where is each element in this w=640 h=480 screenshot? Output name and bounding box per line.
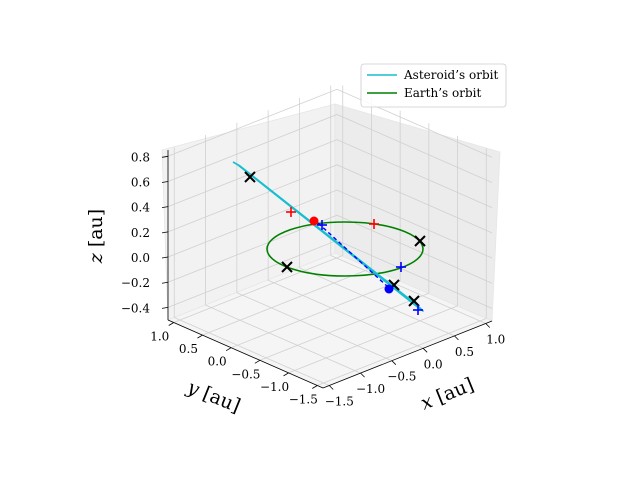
z-tick-label-3: 0.2 bbox=[131, 226, 150, 240]
z-tick-3 bbox=[161, 231, 169, 234]
asteroid-orbit-line bbox=[232, 161, 424, 312]
x-tick-2 bbox=[391, 360, 397, 365]
blue-plus-marker-1 bbox=[396, 262, 406, 272]
legend-earth-label: Earth’s orbit bbox=[404, 86, 481, 100]
y-tick-label-1: −1.0 bbox=[260, 380, 289, 394]
x-axis-unit: [au] bbox=[428, 374, 477, 411]
x-tick-label-2: −0.5 bbox=[387, 370, 416, 384]
grid-z-5 bbox=[167, 114, 493, 183]
z-tick-5 bbox=[161, 181, 169, 183]
grid-floor-y-4 bbox=[202, 267, 372, 336]
blue-plus-marker-2 bbox=[413, 305, 423, 315]
legend-asteroid-label: Asteroid’s orbit bbox=[403, 68, 498, 82]
earth-orbit-line bbox=[266, 221, 424, 277]
cross-stroke-b-1 bbox=[281, 261, 293, 273]
x-tick-1 bbox=[360, 372, 365, 378]
x-axis-line bbox=[322, 320, 493, 389]
x-tick-label-0: −1.5 bbox=[325, 395, 354, 409]
x-tick-label-3: 0.0 bbox=[424, 357, 443, 371]
red-dot-marker bbox=[309, 216, 319, 226]
y-axis-line bbox=[167, 319, 324, 389]
x-tick-label-1: −1.0 bbox=[356, 382, 385, 396]
y-axis-unit: [au] bbox=[194, 380, 243, 417]
x-tick-label-4: 0.5 bbox=[455, 345, 474, 359]
blue-plus-marker-0 bbox=[317, 220, 327, 230]
red-plus-marker-0 bbox=[286, 207, 296, 217]
cross-marker-1 bbox=[281, 261, 293, 273]
grid-floor-x-0 bbox=[174, 317, 330, 386]
y-tick-5 bbox=[168, 322, 174, 326]
red-plus-marker-1 bbox=[369, 219, 379, 229]
z-tick-label-1: −0.2 bbox=[121, 276, 150, 290]
grid-floor-y-0 bbox=[317, 318, 487, 386]
grid-z-4 bbox=[167, 139, 493, 209]
z-axis-label: z [au] bbox=[85, 209, 107, 264]
grid-floor-x-5 bbox=[330, 255, 486, 324]
grid-floor-x-1 bbox=[205, 304, 361, 374]
z-tick-label-0: −0.4 bbox=[121, 301, 151, 315]
z-axis-var: z bbox=[85, 252, 107, 264]
y-tick-3 bbox=[225, 347, 232, 352]
grid-floor-x-3 bbox=[267, 279, 424, 349]
grid-floor-y-1 bbox=[288, 305, 458, 374]
x-tick-0 bbox=[328, 385, 334, 390]
z-tick-0 bbox=[161, 307, 169, 309]
grid-floor-x-4 bbox=[299, 267, 455, 337]
y-tick-label-4: 0.5 bbox=[179, 342, 198, 356]
z-tick-6 bbox=[161, 155, 169, 158]
y-tick-label-0: −1.5 bbox=[289, 392, 318, 406]
cross-marker-4 bbox=[408, 295, 420, 307]
x-tick-label-5: 1.0 bbox=[486, 332, 505, 346]
grid-z-6 bbox=[167, 88, 493, 158]
grid-floor-x-2 bbox=[236, 292, 393, 362]
blue-dot-marker bbox=[384, 284, 394, 294]
y-tick-2 bbox=[254, 359, 261, 364]
cross-marker-0 bbox=[244, 171, 256, 183]
grid-z-3 bbox=[167, 164, 493, 234]
grid-lines bbox=[167, 85, 493, 386]
y-tick-label-5: 1.0 bbox=[150, 330, 169, 344]
z-tick-label-6: 0.8 bbox=[131, 150, 150, 164]
z-axis-unit: [au] bbox=[85, 209, 107, 253]
z-tick-2 bbox=[161, 256, 169, 259]
cross-marker-2 bbox=[414, 235, 426, 247]
grid-floor-y-5 bbox=[173, 255, 343, 323]
z-tick-label-4: 0.4 bbox=[131, 201, 150, 215]
y-tick-4 bbox=[197, 334, 203, 339]
grid-z-0 bbox=[167, 239, 493, 309]
x-tick-5 bbox=[485, 323, 491, 328]
y-tick-0 bbox=[312, 385, 318, 389]
grid-floor-y-2 bbox=[259, 292, 429, 361]
y-tick-1 bbox=[283, 372, 289, 377]
approach-dashed-line bbox=[317, 222, 389, 288]
x-axis-label: x [au] bbox=[418, 374, 477, 415]
axis-lines bbox=[167, 150, 493, 389]
grid-z-1 bbox=[167, 214, 493, 284]
cross-stroke-b-0 bbox=[244, 171, 256, 183]
y-tick-label-2: −0.5 bbox=[231, 367, 260, 381]
y-axis-label: y [au] bbox=[183, 376, 243, 417]
tick-marks: −1.5−1.0−0.50.00.51.0−1.5−1.0−0.50.00.51… bbox=[121, 150, 505, 408]
z-tick-4 bbox=[161, 206, 169, 209]
legend-box bbox=[360, 63, 507, 108]
cross-stroke-b-4 bbox=[408, 295, 420, 307]
grid-z-2 bbox=[167, 189, 493, 259]
legend: Asteroid’s orbit Earth’s orbit bbox=[360, 63, 507, 108]
x-tick-3 bbox=[422, 348, 428, 353]
z-tick-1 bbox=[161, 281, 169, 284]
y-tick-label-3: 0.0 bbox=[208, 355, 227, 369]
z-tick-label-2: 0.0 bbox=[131, 251, 150, 265]
plot-content bbox=[232, 161, 426, 315]
z-tick-label-5: 0.6 bbox=[131, 175, 150, 189]
cross-stroke-b-2 bbox=[414, 235, 426, 247]
grid-floor-y-3 bbox=[231, 280, 401, 349]
x-tick-4 bbox=[454, 335, 459, 341]
